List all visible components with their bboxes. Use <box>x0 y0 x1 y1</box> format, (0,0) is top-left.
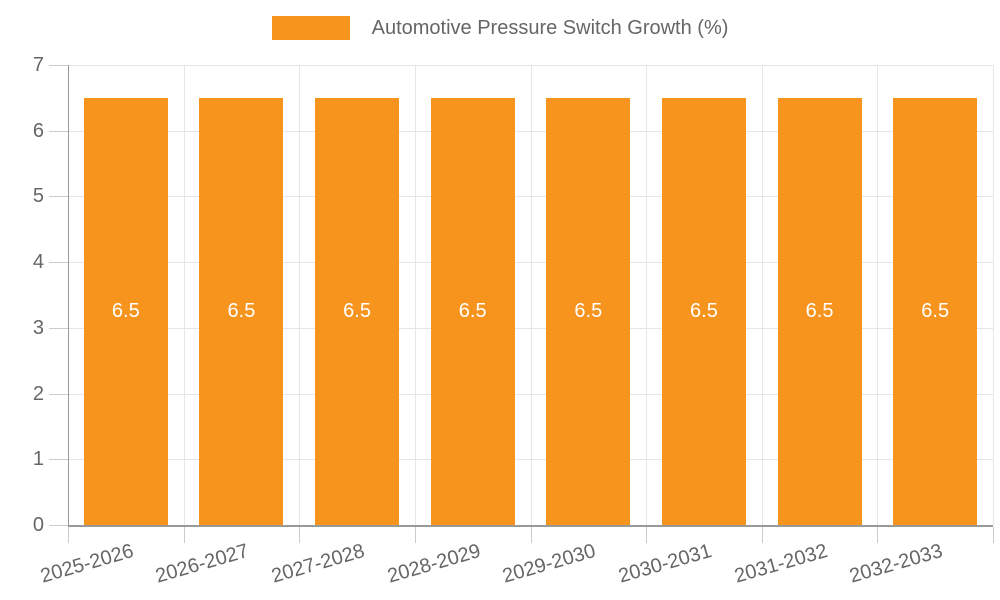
x-gridline <box>414 65 416 525</box>
x-axis-tick <box>414 527 416 543</box>
y-axis-tick-label: 3 <box>32 316 44 339</box>
y-axis-tick-label: 0 <box>32 514 44 536</box>
bar[interactable] <box>315 97 400 525</box>
x-gridline <box>530 65 532 525</box>
y-axis-tick <box>49 525 68 526</box>
y-axis-line <box>68 65 69 527</box>
y-axis-tick <box>49 459 68 461</box>
bar[interactable] <box>199 97 284 525</box>
y-axis-tick-label: 1 <box>32 448 44 471</box>
chart-legend[interactable]: Automotive Pressure Switch Growth (%) <box>0 16 1000 40</box>
x-axis-tick <box>299 527 301 543</box>
x-axis-tick <box>761 527 763 543</box>
x-axis-line <box>68 525 993 527</box>
y-axis-tick <box>49 65 68 66</box>
y-axis-tick <box>49 393 68 395</box>
x-gridline <box>993 65 994 525</box>
x-gridline <box>299 65 301 525</box>
y-axis-tick-label: 4 <box>32 251 44 274</box>
y-axis-tick <box>49 130 68 132</box>
bar-value-label: 6.5 <box>574 300 603 323</box>
legend-label: Automotive Pressure Switch Growth (%) <box>371 16 729 39</box>
bar[interactable] <box>83 97 168 525</box>
bar[interactable] <box>430 97 515 525</box>
x-axis-tick <box>993 527 994 543</box>
bar[interactable] <box>777 97 862 525</box>
legend-swatch <box>271 16 350 40</box>
y-axis-tick <box>49 196 68 198</box>
x-gridline <box>183 65 185 525</box>
bar-value-label: 6.5 <box>921 300 950 323</box>
y-axis-tick-label: 2 <box>32 382 44 405</box>
y-axis-tick-label: 7 <box>32 54 44 76</box>
bar-value-label: 6.5 <box>458 300 487 323</box>
bar-value-label: 6.5 <box>805 300 834 323</box>
x-axis-tick <box>646 527 648 543</box>
bar[interactable] <box>546 97 631 525</box>
x-axis-tick <box>183 527 185 543</box>
y-axis-tick <box>49 327 68 329</box>
x-gridline <box>646 65 648 525</box>
bar-value-label: 6.5 <box>227 300 256 323</box>
x-axis-tick <box>877 527 879 543</box>
x-axis-tick <box>68 527 69 543</box>
y-axis-tick-label: 6 <box>32 119 44 142</box>
bar[interactable] <box>893 97 978 525</box>
x-axis-tick <box>530 527 532 543</box>
x-gridline <box>761 65 763 525</box>
bar[interactable] <box>661 97 746 525</box>
x-gridline <box>877 65 879 525</box>
y-axis-tick-label: 5 <box>32 185 44 208</box>
bar-value-label: 6.5 <box>111 300 140 323</box>
bar-value-label: 6.5 <box>343 300 371 323</box>
bar-value-label: 6.5 <box>690 300 718 323</box>
y-axis-tick <box>49 262 68 264</box>
